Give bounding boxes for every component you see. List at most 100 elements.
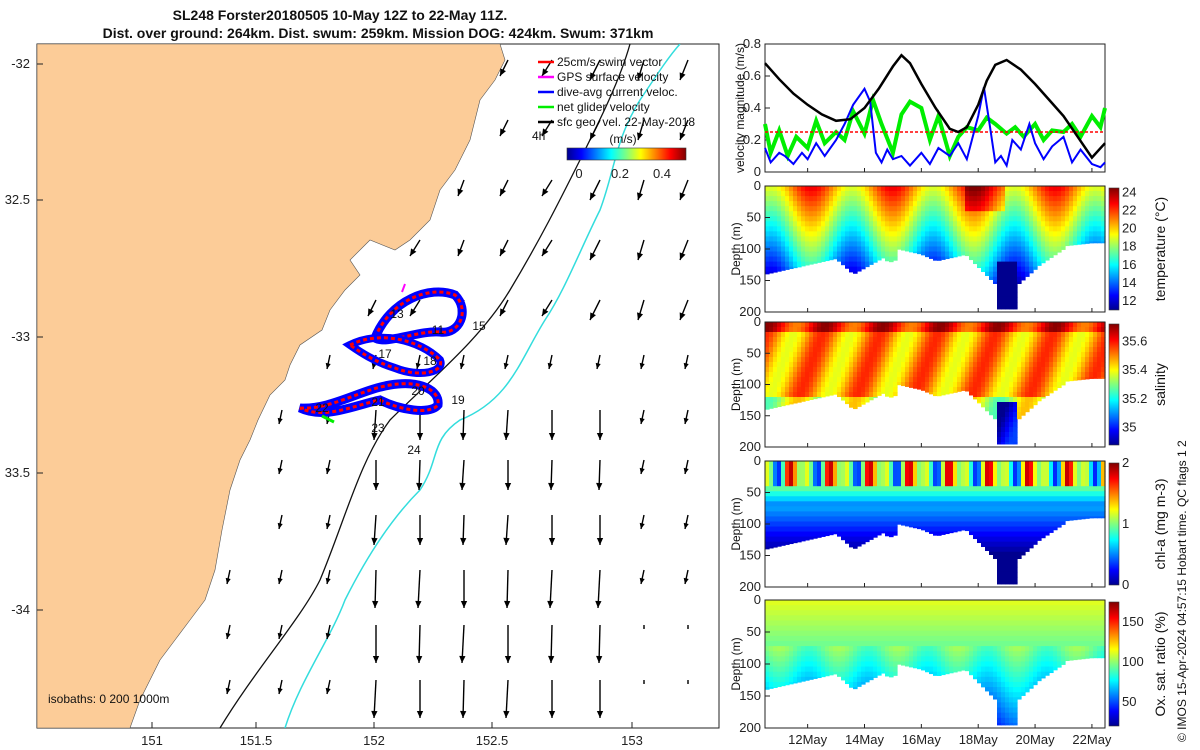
heatmap-cell (769, 211, 774, 217)
heatmap-cell (769, 600, 774, 606)
heatmap-cell (1081, 516, 1086, 520)
heatmap-cell (981, 327, 986, 333)
heatmap-cell (849, 337, 854, 343)
heatmap-cell (925, 362, 930, 368)
heatmap-cell (873, 372, 878, 378)
heatmap-cell (981, 471, 986, 477)
heatmap-cell (1025, 471, 1030, 477)
heatmap-cell (813, 231, 818, 237)
heatmap-cell (873, 506, 878, 512)
heatmap-cell (825, 256, 830, 262)
heatmap-cell (801, 481, 806, 487)
heatmap-cell (981, 382, 986, 388)
heatmap-cell (1017, 236, 1022, 243)
heatmap-cell (817, 191, 822, 197)
heatmap-cell (1093, 511, 1098, 518)
heatmap-cell (857, 486, 862, 492)
heatmap-cell (861, 201, 866, 207)
heatmap-cell (833, 620, 838, 627)
heatmap-cell (1001, 196, 1006, 202)
heatmap-cell (1017, 186, 1022, 192)
heatmap-cell (997, 531, 1002, 538)
velocity-arrow (643, 680, 645, 684)
heatmap-cell (785, 516, 790, 523)
heatmap-cell (965, 382, 970, 388)
heatmap-cell (805, 206, 810, 212)
heatmap-cell (997, 362, 1002, 368)
heatmap-cell (1001, 556, 1006, 563)
heatmap-cell (801, 362, 806, 368)
colorbar-tick-label: 35.2 (1122, 391, 1147, 406)
heatmap-cell (941, 372, 946, 378)
heatmap-cell (941, 352, 946, 358)
heatmap-cell (777, 630, 782, 637)
heatmap-cell (825, 236, 830, 243)
velocity-arrow-head (460, 601, 468, 608)
heatmap-cell (825, 471, 830, 477)
velocity-y-tick-label: 0.4 (743, 100, 761, 115)
heatmap-cell (1069, 377, 1074, 382)
heatmap-cell (1069, 226, 1074, 232)
heatmap-cell (797, 676, 802, 683)
heatmap-cell (817, 382, 822, 388)
heatmap-cell (805, 491, 810, 497)
heatmap-cell (921, 382, 926, 388)
heatmap-cell (773, 526, 778, 533)
heatmap-cell (865, 501, 870, 507)
heatmap-cell (937, 226, 942, 232)
heatmap-cell (853, 481, 858, 487)
heatmap-cell (921, 471, 926, 477)
heatmap-cell (893, 216, 898, 222)
heatmap-cell (781, 676, 786, 683)
heatmap-cell (993, 362, 998, 368)
heatmap-cell (997, 491, 1002, 497)
heatmap-cell (1089, 211, 1094, 217)
velocity-arrow (416, 410, 424, 440)
heatmap-cell (1073, 471, 1078, 477)
heatmap-cell (837, 491, 842, 497)
heatmap-cell (917, 186, 922, 192)
day-label: 20 (411, 384, 425, 398)
heatmap-cell (789, 201, 794, 207)
heatmap-cell (781, 625, 786, 632)
heatmap-cell (1017, 276, 1022, 283)
heatmap-cell (1081, 191, 1086, 197)
heatmap-cell (917, 526, 922, 530)
heatmap-cell (773, 236, 778, 243)
heatmap-cell (857, 387, 862, 393)
heatmap-cell (997, 551, 1002, 558)
heatmap-cell (853, 521, 858, 528)
heatmap-cell (1029, 352, 1034, 358)
heatmap-cell (985, 536, 990, 543)
velocity-arrow-head (460, 432, 467, 440)
heatmap-cell (873, 186, 878, 192)
heatmap-cell (989, 216, 994, 222)
heatmap-cell (1017, 486, 1022, 492)
heatmap-cell (773, 382, 778, 388)
heatmap-cell (905, 377, 910, 383)
velocity-y-tick-label: 0.6 (743, 68, 761, 83)
heatmap-cell (837, 630, 842, 637)
heatmap-cell (777, 367, 782, 373)
heatmap-cell (1089, 367, 1094, 373)
heatmap-cell (785, 357, 790, 363)
heatmap-cell (889, 476, 894, 482)
heatmap-cell (877, 491, 882, 497)
heatmap-cell (885, 236, 890, 243)
heatmap-cell (889, 206, 894, 212)
heatmap-cell (937, 372, 942, 378)
heatmap-cell (853, 491, 858, 497)
heatmap-cell (909, 466, 914, 472)
heatmap-cell (905, 332, 910, 338)
heatmap-cell (945, 201, 950, 207)
heatmap-cell (1013, 412, 1018, 418)
heatmap-cell (857, 526, 862, 533)
heatmap-cell (953, 506, 958, 512)
heatmap-cell (789, 605, 794, 611)
heatmap-cell (849, 357, 854, 363)
heatmap-cell (829, 347, 834, 353)
heatmap-cell (777, 476, 782, 482)
heatmap-cell (1005, 392, 1010, 398)
heatmap-cell (1033, 337, 1038, 343)
heatmap-cell (1005, 516, 1010, 523)
